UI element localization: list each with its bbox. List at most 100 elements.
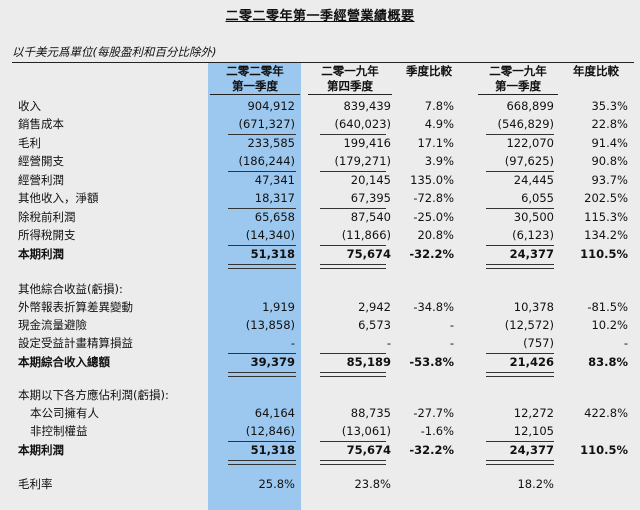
row-label: 外幣報表折算差異變動 [18,300,133,314]
col-header-line2: 第一季度 [478,79,558,95]
subtotal-rule [320,353,386,354]
cell: 83.8% [588,355,628,369]
cell: 21,426 [509,355,554,369]
row-label: 收入 [18,99,41,113]
col-header-line1: 二零一九年 [489,64,547,78]
row-label: 銷售成本 [18,117,64,131]
col-header-line2: 第一季度 [210,79,300,95]
cell: 668,899 [506,99,554,113]
cell: 35.3% [591,99,628,113]
col-header-line1: 年度比較 [573,64,619,78]
row-label: 毛利率 [18,477,53,491]
cell: 47,341 [254,173,295,187]
subtotal-rule [228,245,296,246]
cell: 65,658 [254,210,295,224]
subtotal-rule [228,441,296,442]
cell: 7.8% [424,99,454,113]
cell: 93.7% [591,173,628,187]
cell: (671,327) [238,117,295,131]
header-rule [12,62,634,63]
cell: 6,573 [358,318,391,332]
cell: 110.5% [580,247,628,261]
cell: 75,674 [346,443,391,457]
row-label: 設定受益計畫精算損益 [18,336,133,350]
subtotal-rule [320,171,386,172]
cell: 20.8% [417,228,454,242]
document-title: 二零二零年第一季經營業績概要 [225,9,415,24]
table-row: 本公司擁有人 64,164 88,735 -27.7% 12,272 422.8… [0,405,640,422]
row-label: 本期利潤 [18,247,64,261]
cell: (12,572) [504,318,554,332]
cell: 904,912 [247,99,295,113]
subtotal-rule [486,208,554,209]
table-row: 經營利潤 47,341 20,145 135.0% 24,445 93.7% [0,172,640,189]
row-label: 本期綜合收入總額 [18,355,110,369]
cell: 4.9% [424,117,454,131]
cell: 1,919 [262,300,295,314]
table-row: 毛利率 25.8% 23.8% 18.2% [0,476,640,493]
table-row: 非控制權益 (12,846) (13,061) -1.6% 12,105 [0,423,640,440]
cell: -25.0% [413,210,454,224]
row-label: 所得稅開支 [18,228,76,242]
table-row: 現金流量避險 (13,858) 6,573 - (12,572) 10.2% [0,317,640,334]
subtotal-rule [486,134,554,135]
row-label: 本期利潤 [18,443,64,457]
cell: 24,377 [509,443,554,457]
cell: 85,189 [346,355,391,369]
subtotal-rule [320,134,386,135]
cell: - [623,336,628,350]
cell: -32.2% [409,247,454,261]
cell: 51,318 [250,443,295,457]
cell: (11,866) [341,228,391,242]
cell: 422.8% [584,406,628,420]
cell: 110.5% [580,443,628,457]
section-heading-row: 其他綜合收益(虧損): [0,281,640,298]
subtotal-rule [228,171,296,172]
cell: (6,123) [512,228,554,242]
cell: - [449,336,454,350]
cell: (640,023) [334,117,391,131]
cell: 199,416 [343,136,391,150]
cell: - [449,318,454,332]
cell: 12,105 [513,424,554,438]
subtotal-rule [320,441,386,442]
col-header-qoq: 季度比較 [398,64,460,79]
table-row: 設定受益計畫精算損益 - - - (757) - [0,335,640,352]
cell: 6,055 [521,191,554,205]
row-label: 除稅前利潤 [18,210,76,224]
cell: 90.8% [591,154,628,168]
cell: 134.2% [584,228,628,242]
table-row: 經營開支 (186,244) (179,271) 3.9% (97,625) 9… [0,153,640,170]
total-double-rule [486,460,554,465]
row-label: 毛利 [18,136,41,150]
cell: 24,377 [509,247,554,261]
row-label: 本期以下各方應佔利潤(虧損): [18,388,169,402]
table-row: 其他收入，淨額 18,317 67,395 -72.8% 6,055 202.5… [0,190,640,207]
subtotal-rule [486,353,554,354]
col-header-q1-2019: 二零一九年 第一季度 [478,64,558,95]
cell: 10,378 [513,300,554,314]
cell: 67,395 [350,191,391,205]
table-row-total: 本期綜合收入總額 39,379 85,189 -53.8% 21,426 83.… [0,354,640,371]
cell: 115.3% [584,210,628,224]
subtotal-rule [320,208,386,209]
subtotal-rule [228,353,296,354]
cell: 91.4% [591,136,628,150]
subtotal-rule [228,134,296,135]
row-label: 非控制權益 [30,424,88,438]
total-double-rule [228,460,296,465]
cell: 87,540 [350,210,391,224]
cell: 233,585 [247,136,295,150]
section-heading-row: 本期以下各方應佔利潤(虧損): [0,387,640,404]
cell: (12,846) [245,424,295,438]
subtotal-rule [486,441,554,442]
cell: 10.2% [591,318,628,332]
total-double-rule [228,372,296,377]
cell: 2,942 [358,300,391,314]
cell: 20,145 [350,173,391,187]
total-double-rule [320,372,386,377]
total-double-rule [486,264,554,269]
cell: 18,317 [254,191,295,205]
subtotal-rule [228,208,296,209]
total-double-rule [486,372,554,377]
